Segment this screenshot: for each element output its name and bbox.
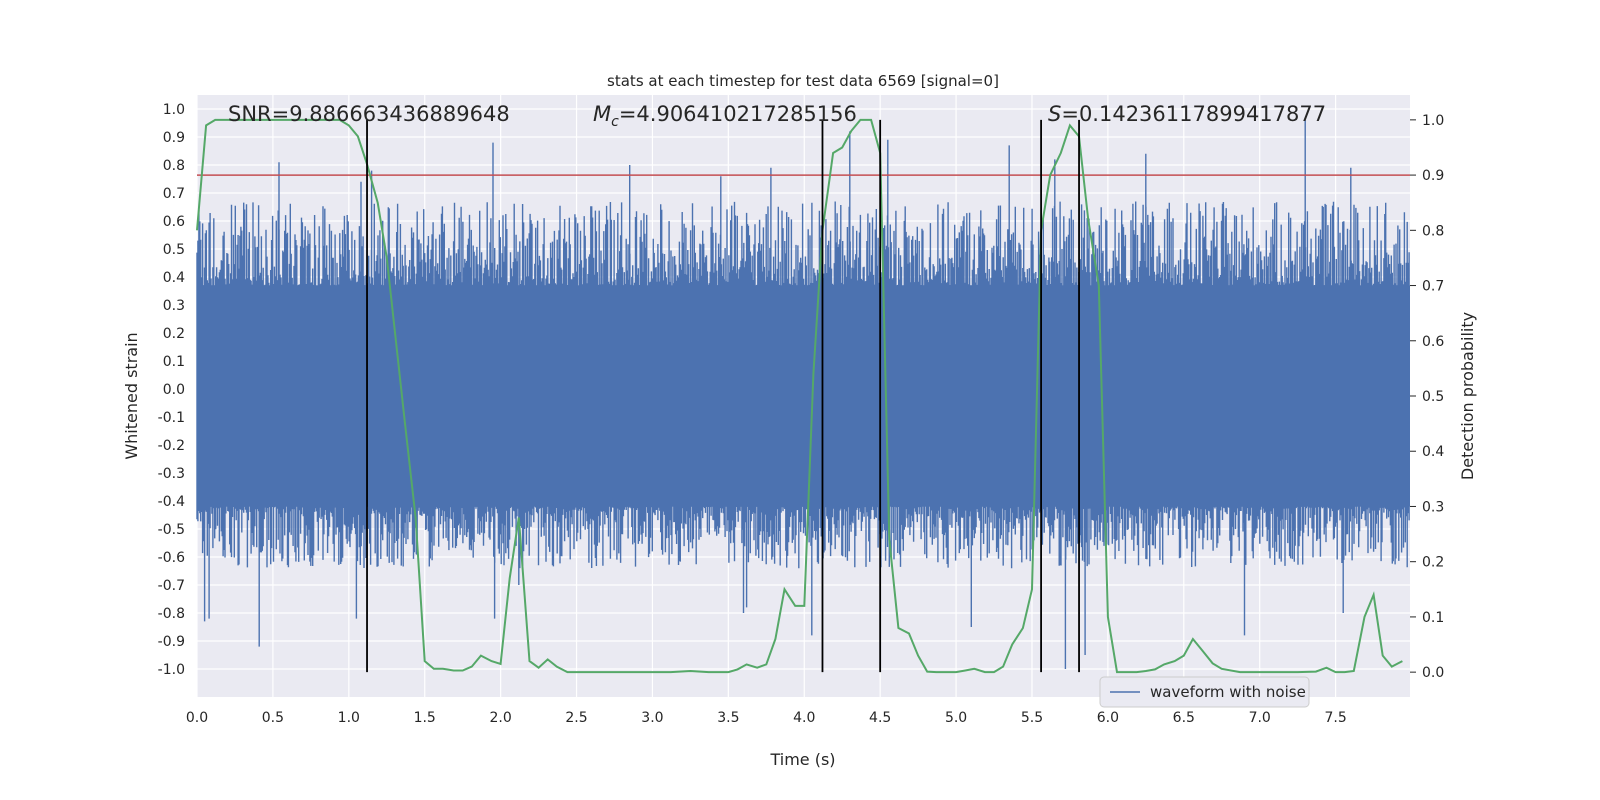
legend-box [1099, 676, 1310, 708]
legend-label: waveform with noise [1150, 683, 1306, 701]
y2-tick-label: 0.8 [1422, 223, 1444, 239]
y-ticks: 1.0 0.9 0.8 0.7 0.6 0.5 0.4 0.3 0.2 0.1 0.0 -0.1 -0.… [158, 102, 185, 678]
snr-annotation: SNR=9.886663436889648 [228, 102, 510, 126]
x-tick-label: 7.0 [1249, 710, 1271, 726]
y-tick-label: 0.5 [163, 242, 185, 258]
y-tick-label: 0.2 [163, 326, 185, 342]
y-tick-label: -0.3 [158, 466, 185, 482]
y-tick-label: -0.1 [158, 410, 185, 426]
y-tick-label: 1.0 [163, 102, 185, 118]
probability-line [196, 118, 1403, 674]
y-tick-label: 0.4 [163, 270, 185, 286]
y-tick-label: 0.6 [163, 214, 185, 230]
y-tick-label: 0.7 [163, 186, 185, 202]
y-tick-label: 0.9 [163, 130, 185, 146]
x-tick-label: 6.0 [1097, 710, 1119, 726]
y-tick-label: 0.8 [163, 158, 185, 174]
y2-tick-label: 0.0 [1422, 665, 1444, 681]
x-tick-label: 4.0 [793, 710, 815, 726]
y-tick-label: 0.1 [163, 354, 185, 370]
waveform-series [196, 120, 1410, 669]
y2-tick-label: 0.5 [1422, 389, 1444, 405]
x-ticks: 0.0 0.5 1.0 1.5 2.0 2.5 3.0 3.5 4.0 4.5 5.0 5.5 6.0 6… [186, 710, 1347, 726]
s-symbol: S [1048, 102, 1061, 126]
mc-value: =4.906410217285156 [619, 102, 857, 126]
x-tick-label: 3.5 [717, 710, 739, 726]
x-tick-label: 5.0 [945, 710, 967, 726]
x-tick-label: 5.5 [1021, 710, 1043, 726]
y-axis-label: Whitened strain [122, 332, 141, 459]
y-tick-label: -1.0 [158, 662, 185, 678]
y-tick-label: -0.5 [158, 522, 185, 538]
x-tick-label: 1.5 [414, 710, 436, 726]
y2-tick-label: 0.9 [1422, 168, 1444, 184]
x-tick-label: 7.5 [1324, 710, 1346, 726]
y-tick-label: 0.0 [163, 382, 185, 398]
x-tick-label: 2.5 [565, 710, 587, 726]
y2-tick-label: 0.7 [1422, 279, 1444, 295]
y2-tick-label: 0.4 [1422, 444, 1444, 460]
y-tick-label: -0.6 [158, 550, 185, 566]
y2-tick-label: 0.3 [1422, 499, 1444, 515]
y2-tick-label: 1.0 [1422, 113, 1444, 129]
chart-title: stats at each timestep for test data 656… [607, 72, 999, 90]
y-tick-label: -0.7 [158, 578, 185, 594]
x-tick-label: 2.0 [489, 710, 511, 726]
x-axis-label: Time (s) [769, 750, 835, 769]
y-tick-label: -0.8 [158, 606, 185, 622]
mc-subscript: c [611, 114, 619, 130]
s-annotation: S=0.14236117899417877 [1048, 102, 1326, 126]
x-tick-label: 0.5 [262, 710, 284, 726]
y2-axis-label: Detection probability [1458, 312, 1477, 480]
mc-symbol: M [593, 102, 611, 126]
y-tick-label: -0.4 [158, 494, 185, 510]
s-value: =0.14236117899417877 [1061, 102, 1326, 126]
x-tick-label: 3.0 [641, 710, 663, 726]
y-tick-label: 0.3 [163, 298, 185, 314]
legend: waveform with noise [1099, 676, 1310, 708]
x-tick-label: 1.0 [338, 710, 360, 726]
x-tick-label: 4.5 [869, 710, 891, 726]
y2-tick-label: 0.6 [1422, 334, 1444, 350]
y-tick-label: -0.9 [158, 634, 185, 650]
vertical-markers [366, 119, 1080, 673]
mc-annotation: Mc=4.906410217285156 [593, 102, 857, 130]
y2-ticks: 1.0 0.9 0.8 0.7 0.6 0.5 0.4 0.3 0.2 0.1 0.0 [1410, 113, 1444, 681]
y2-tick-label: 0.1 [1422, 610, 1444, 626]
y-tick-label: -0.2 [158, 438, 185, 454]
y2-tick-label: 0.2 [1422, 555, 1444, 571]
x-tick-label: 0.0 [186, 710, 208, 726]
x-tick-label: 6.5 [1173, 710, 1195, 726]
probability-series [196, 118, 1403, 674]
